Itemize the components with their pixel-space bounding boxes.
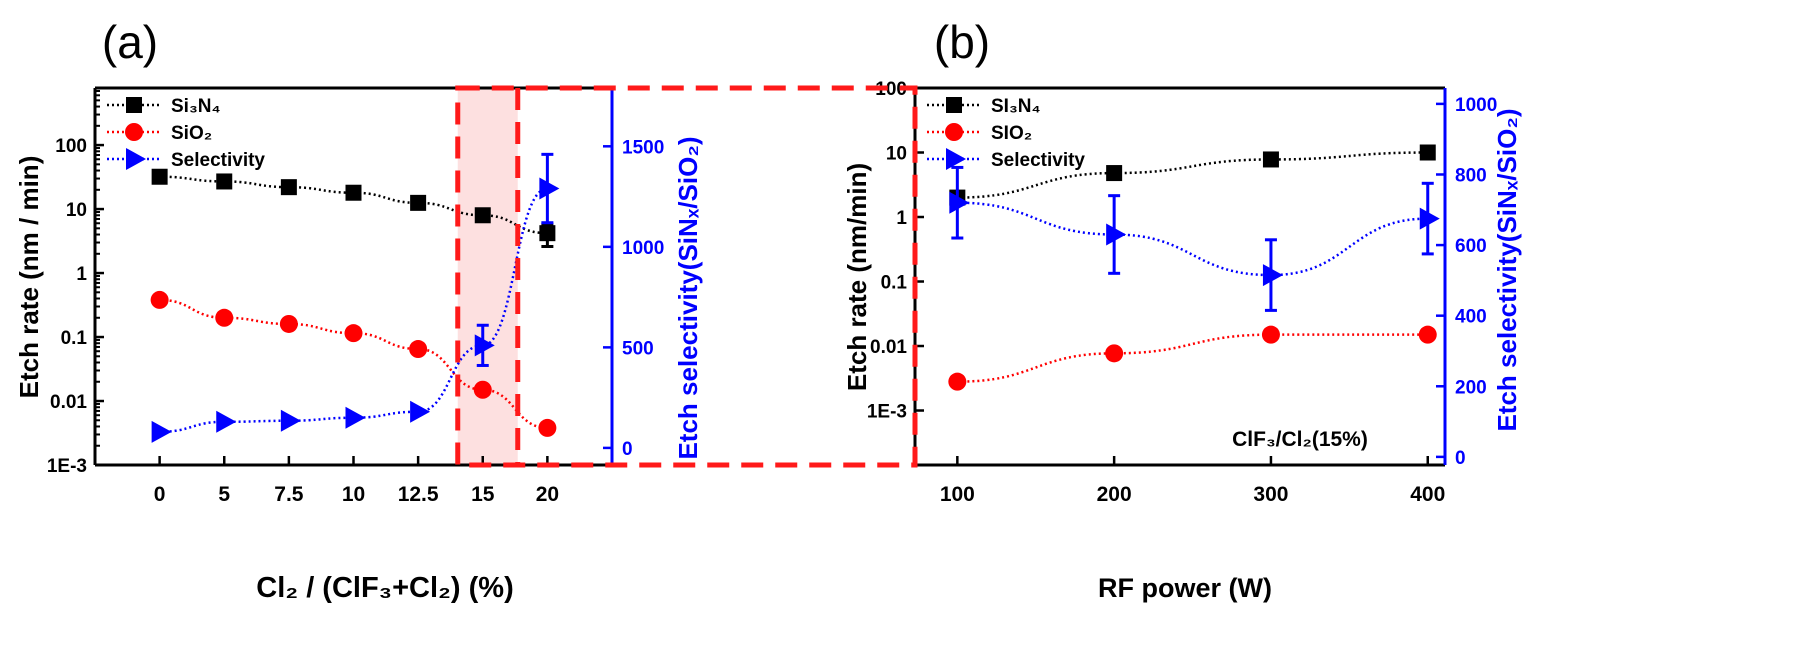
data-point-square (280, 179, 297, 196)
data-point-circle (344, 324, 363, 343)
panel-b-ylabel: Etch rate (nm/min) (842, 163, 872, 391)
data-point-triangle-right (1262, 264, 1283, 287)
panel-a-ylabel-right: Etch selectivity(SiNₓ/SiO₂) (673, 136, 703, 459)
legend-marker (946, 148, 966, 170)
data-point-square (1262, 151, 1279, 168)
x-tick-label: 5 (218, 483, 230, 506)
legend-label: Selectivity (991, 150, 1085, 171)
legend-marker (126, 148, 146, 170)
legend-label: SI₃N₄ (991, 96, 1041, 117)
x-tick-label: 15 (471, 483, 495, 506)
series-line-1 (957, 333, 1428, 383)
panel-a-ylabel: Etch rate (nm / min) (14, 156, 44, 399)
y-right-tick-label: 0 (1455, 448, 1466, 469)
y-right-tick-label: 1000 (1455, 95, 1497, 116)
data-point-square (216, 173, 233, 190)
y-tick-label: 0.01 (50, 392, 87, 413)
x-tick-label: 0 (154, 483, 166, 506)
data-point-circle (538, 418, 557, 437)
y-tick-label: 1E-3 (47, 456, 87, 477)
y-right-tick-label: 0 (622, 439, 633, 460)
data-point-circle (150, 290, 169, 309)
data-point-square (410, 194, 427, 211)
data-point-triangle-right (474, 334, 495, 357)
data-point-square (539, 225, 556, 242)
data-point-square (1106, 165, 1123, 182)
x-tick-label: 100 (940, 483, 975, 506)
data-point-circle (215, 308, 234, 327)
zoom-dashed-box (455, 85, 918, 468)
y-right-tick-label: 600 (1455, 236, 1487, 257)
data-point-square (345, 184, 362, 201)
data-point-triangle-right (949, 191, 970, 214)
data-point-circle (409, 340, 428, 359)
data-point-circle (279, 314, 298, 333)
series-line-2 (957, 201, 1428, 277)
x-tick-label: 200 (1097, 483, 1132, 506)
data-point-circle (1418, 325, 1437, 344)
data-point-triangle-right (539, 177, 560, 200)
data-point-square (474, 207, 491, 224)
data-point-circle (1261, 325, 1280, 344)
y-tick-label: 100 (875, 79, 907, 100)
data-point-triangle-right (280, 409, 301, 432)
x-tick-label: 10 (342, 483, 365, 506)
data-point-circle (948, 372, 967, 391)
data-point-triangle-right (410, 400, 431, 423)
y-tick-label: 0.1 (881, 273, 908, 294)
data-point-triangle-right (1419, 207, 1440, 230)
legend-marker (946, 97, 962, 113)
y-tick-label: 0.01 (870, 337, 907, 358)
y-right-tick-label: 800 (1455, 165, 1487, 186)
y-right-tick-label: 200 (1455, 377, 1487, 398)
y-tick-label: 1 (896, 208, 907, 229)
highlight-region (457, 88, 518, 465)
x-tick-label: 20 (536, 483, 559, 506)
data-point-square (151, 168, 168, 185)
legend-label: Selectivity (171, 150, 265, 171)
data-point-circle (473, 380, 492, 399)
panel-b-annotation: ClF₃/Cl₂(15%) (1232, 428, 1368, 451)
data-point-square (1419, 144, 1436, 161)
data-point-triangle-right (1106, 223, 1127, 246)
panel-b-xlabel: RF power (W) (1098, 573, 1272, 603)
legend-marker (945, 123, 963, 141)
x-tick-label: 400 (1410, 483, 1445, 506)
y-tick-label: 10 (886, 144, 907, 165)
y-right-tick-label: 1000 (622, 238, 664, 259)
y-right-tick-label: 400 (1455, 307, 1487, 328)
legend-marker (126, 97, 142, 113)
y-tick-label: 100 (55, 136, 87, 157)
y-tick-label: 1E-3 (867, 402, 907, 423)
x-tick-label: 12.5 (398, 483, 439, 506)
x-tick-label: 7.5 (274, 483, 304, 506)
legend-label: SIO₂ (991, 123, 1032, 144)
y-right-tick-label: 1500 (622, 137, 664, 158)
y-tick-label: 0.1 (61, 328, 88, 349)
panel-b-label: (b) (934, 16, 990, 68)
y-tick-label: 1 (76, 264, 87, 285)
data-point-triangle-right (216, 410, 237, 433)
data-point-circle (1105, 344, 1124, 363)
legend-marker (125, 123, 143, 141)
panel-a-label: (a) (102, 16, 158, 68)
data-point-triangle-right (345, 406, 366, 429)
legend-label: Si₃N₄ (171, 96, 221, 117)
panel-b-ylabel-right: Etch selectivity(SiNₓ/SiO₂) (1492, 108, 1522, 431)
y-tick-label: 10 (66, 200, 87, 221)
legend-label: SiO₂ (171, 123, 212, 144)
panel-a-xlabel: Cl₂ / (ClF₃+Cl₂) (%) (256, 572, 513, 604)
x-tick-label: 300 (1253, 483, 1288, 506)
y-right-tick-label: 500 (622, 338, 654, 359)
data-point-triangle-right (151, 420, 172, 443)
